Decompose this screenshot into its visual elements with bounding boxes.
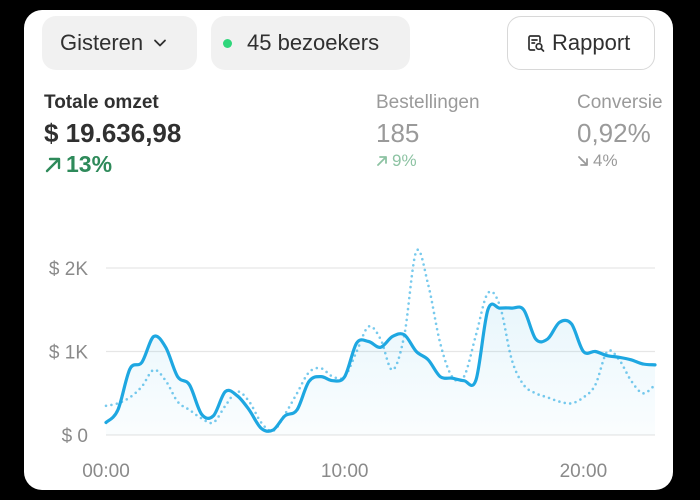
metric-value: 185: [376, 118, 420, 148]
metric-change: 9%: [376, 151, 480, 171]
y-tick-label: $ 1K: [49, 343, 88, 364]
metric-change: 4%: [577, 151, 663, 171]
metric-label: Conversie: [577, 92, 663, 113]
x-tick-label: 00:00: [82, 461, 130, 482]
y-tick-label: $ 0: [62, 426, 88, 447]
metric-change: 13%: [44, 151, 181, 178]
live-visitors-badge[interactable]: 45 bezoekers: [211, 16, 410, 70]
metric-value: $ 19.636,98: [44, 118, 182, 148]
revenue-line-chart: $ 0 $ 1K $ 2K 00:00 10:00 20:00: [49, 248, 657, 482]
series-line-today: [104, 302, 657, 433]
x-tick-label: 20:00: [560, 461, 608, 482]
metric-value: 0,92%: [577, 118, 651, 148]
metric-change-value: 4%: [593, 151, 618, 170]
analytics-card: Gisteren 45 bezoekers Rapport Totale omz…: [24, 10, 673, 490]
metric-label: Bestellingen: [376, 92, 480, 113]
arrow-down-right-icon: [578, 156, 588, 166]
live-dot-icon: [223, 38, 232, 48]
report-button[interactable]: Rapport: [507, 16, 655, 70]
metric-orders[interactable]: Bestellingen 185 9%: [376, 92, 480, 171]
metric-change-value: 9%: [392, 151, 417, 170]
y-tick-label: $ 2K: [49, 259, 88, 280]
report-button-label: Rapport: [552, 30, 631, 55]
metric-label: Totale omzet: [44, 92, 159, 113]
x-tick-label: 10:00: [321, 461, 369, 482]
metric-conversion[interactable]: Conversie 0,92% 4%: [577, 92, 663, 171]
visitors-label: 45 bezoekers: [247, 30, 380, 55]
report-search-icon: [528, 35, 545, 52]
chevron-down-icon: [154, 39, 167, 47]
date-filter-dropdown[interactable]: Gisteren: [42, 16, 197, 70]
arrow-up-right-icon: [377, 156, 387, 166]
series-line-comparison: [104, 248, 657, 433]
metric-change-value: 13%: [66, 151, 113, 177]
arrow-up-right-icon: [45, 157, 61, 172]
metric-total-revenue[interactable]: Totale omzet $ 19.636,98 13%: [44, 92, 181, 178]
date-filter-label: Gisteren: [60, 30, 144, 55]
